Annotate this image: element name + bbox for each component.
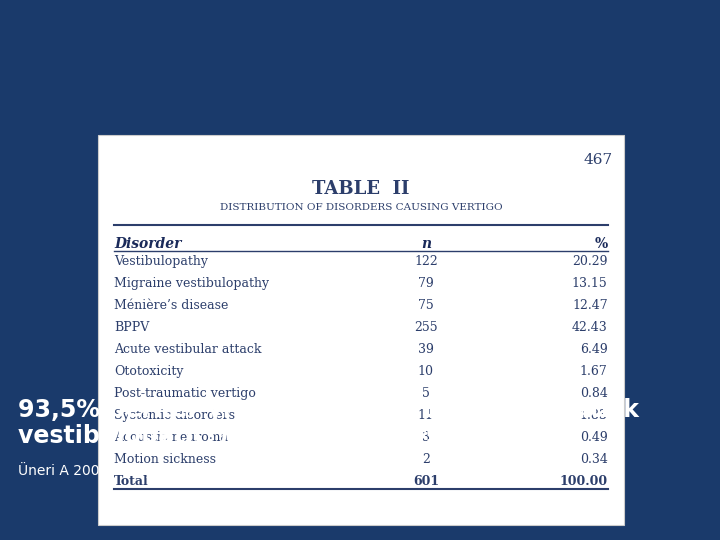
Text: Acute vestibular attack: Acute vestibular attack <box>114 343 261 356</box>
Text: Ototoxicity: Ototoxicity <box>114 365 184 378</box>
Text: 0.84: 0.84 <box>580 387 608 400</box>
Text: 79: 79 <box>418 277 433 290</box>
Text: Migraine vestibulopathy: Migraine vestibulopathy <box>114 277 269 290</box>
Text: BPPV: BPPV <box>114 321 149 334</box>
Text: 2: 2 <box>422 453 430 466</box>
Text: 10: 10 <box>418 365 434 378</box>
Text: Üneri A 2008  The Journal of Laryngology & Otology: Üneri A 2008 The Journal of Laryngology … <box>18 462 377 478</box>
Text: DISTRIBUTION OF DISORDERS CAUSING VERTIGO: DISTRIBUTION OF DISORDERS CAUSING VERTIG… <box>220 203 502 212</box>
Text: 1.67: 1.67 <box>580 365 608 378</box>
Text: 12.47: 12.47 <box>572 299 608 312</box>
Text: Motion sickness: Motion sickness <box>114 453 216 466</box>
Text: TABLE  II: TABLE II <box>312 180 410 198</box>
Text: 5: 5 <box>422 387 430 400</box>
Text: 39: 39 <box>418 343 434 356</box>
Text: Post-traumatic vertigo: Post-traumatic vertigo <box>114 387 256 400</box>
Text: vestibulopati(?) eller migränyrsel: vestibulopati(?) eller migränyrsel <box>18 424 464 448</box>
Text: 20.29: 20.29 <box>572 255 608 268</box>
Text: 1.83: 1.83 <box>580 409 608 422</box>
Text: 42.43: 42.43 <box>572 321 608 334</box>
Text: 122: 122 <box>414 255 438 268</box>
Text: Vestibulopathy: Vestibulopathy <box>114 255 208 268</box>
Text: 93,5% perifer yrsel hos äldre: BPPV, idiopatisk: 93,5% perifer yrsel hos äldre: BPPV, idi… <box>18 398 639 422</box>
Text: 100.00: 100.00 <box>559 475 608 488</box>
Text: n: n <box>420 237 431 251</box>
Text: 601: 601 <box>413 475 439 488</box>
FancyBboxPatch shape <box>98 135 624 525</box>
Text: 0.49: 0.49 <box>580 431 608 444</box>
Text: Acoustic neuroma: Acoustic neuroma <box>114 431 228 444</box>
Text: 75: 75 <box>418 299 433 312</box>
Text: 255: 255 <box>414 321 438 334</box>
Text: Disorder: Disorder <box>114 237 181 251</box>
Text: 13.15: 13.15 <box>572 277 608 290</box>
Text: 6.49: 6.49 <box>580 343 608 356</box>
Text: Ménière’s disease: Ménière’s disease <box>114 299 228 312</box>
Text: 467: 467 <box>584 153 613 167</box>
Text: Systemic disorders: Systemic disorders <box>114 409 235 422</box>
Text: 0.34: 0.34 <box>580 453 608 466</box>
Text: Total: Total <box>114 475 149 488</box>
Text: 3: 3 <box>422 431 430 444</box>
Text: 11: 11 <box>418 409 434 422</box>
Text: %: % <box>595 237 608 251</box>
